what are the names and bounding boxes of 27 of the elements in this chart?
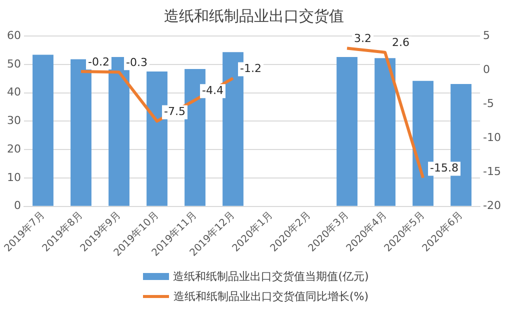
y2-tick-label: -10 <box>483 131 501 144</box>
y2-tick-label: 5 <box>483 28 490 42</box>
y2-tick-label: -20 <box>483 199 501 212</box>
data-label: -4.4 <box>202 84 224 97</box>
y2-tick-label: -15 <box>483 165 501 178</box>
data-label: -1.2 <box>240 62 262 76</box>
data-label: -0.3 <box>126 56 148 69</box>
y-tick-label: 20 <box>6 142 21 156</box>
data-label: -7.5 <box>164 105 186 118</box>
data-label: -15.8 <box>430 162 458 175</box>
chart-title: 造纸和纸制品业出口交货值 <box>164 6 344 25</box>
y-tick-label: 60 <box>6 28 21 42</box>
y-tick-label: 40 <box>6 86 21 99</box>
legend-label: 造纸和纸制品业出口交货值同比增长(%) <box>173 288 369 304</box>
y-tick-label: 0 <box>14 199 21 212</box>
y-tick-label: 30 <box>6 114 21 128</box>
legend-label: 造纸和纸制品业出口交货值当期值(亿元) <box>173 268 369 284</box>
y2-tick-label: -5 <box>483 97 494 110</box>
bar <box>336 57 358 206</box>
bar <box>374 58 396 206</box>
data-label: -0.2 <box>88 55 110 68</box>
bar <box>32 54 54 206</box>
y-tick-label: 10 <box>6 170 21 184</box>
data-label: 2.6 <box>392 36 410 50</box>
y-tick-label: 50 <box>6 57 21 70</box>
data-label: 3.2 <box>354 32 372 46</box>
y2-tick-label: 0 <box>483 62 490 76</box>
